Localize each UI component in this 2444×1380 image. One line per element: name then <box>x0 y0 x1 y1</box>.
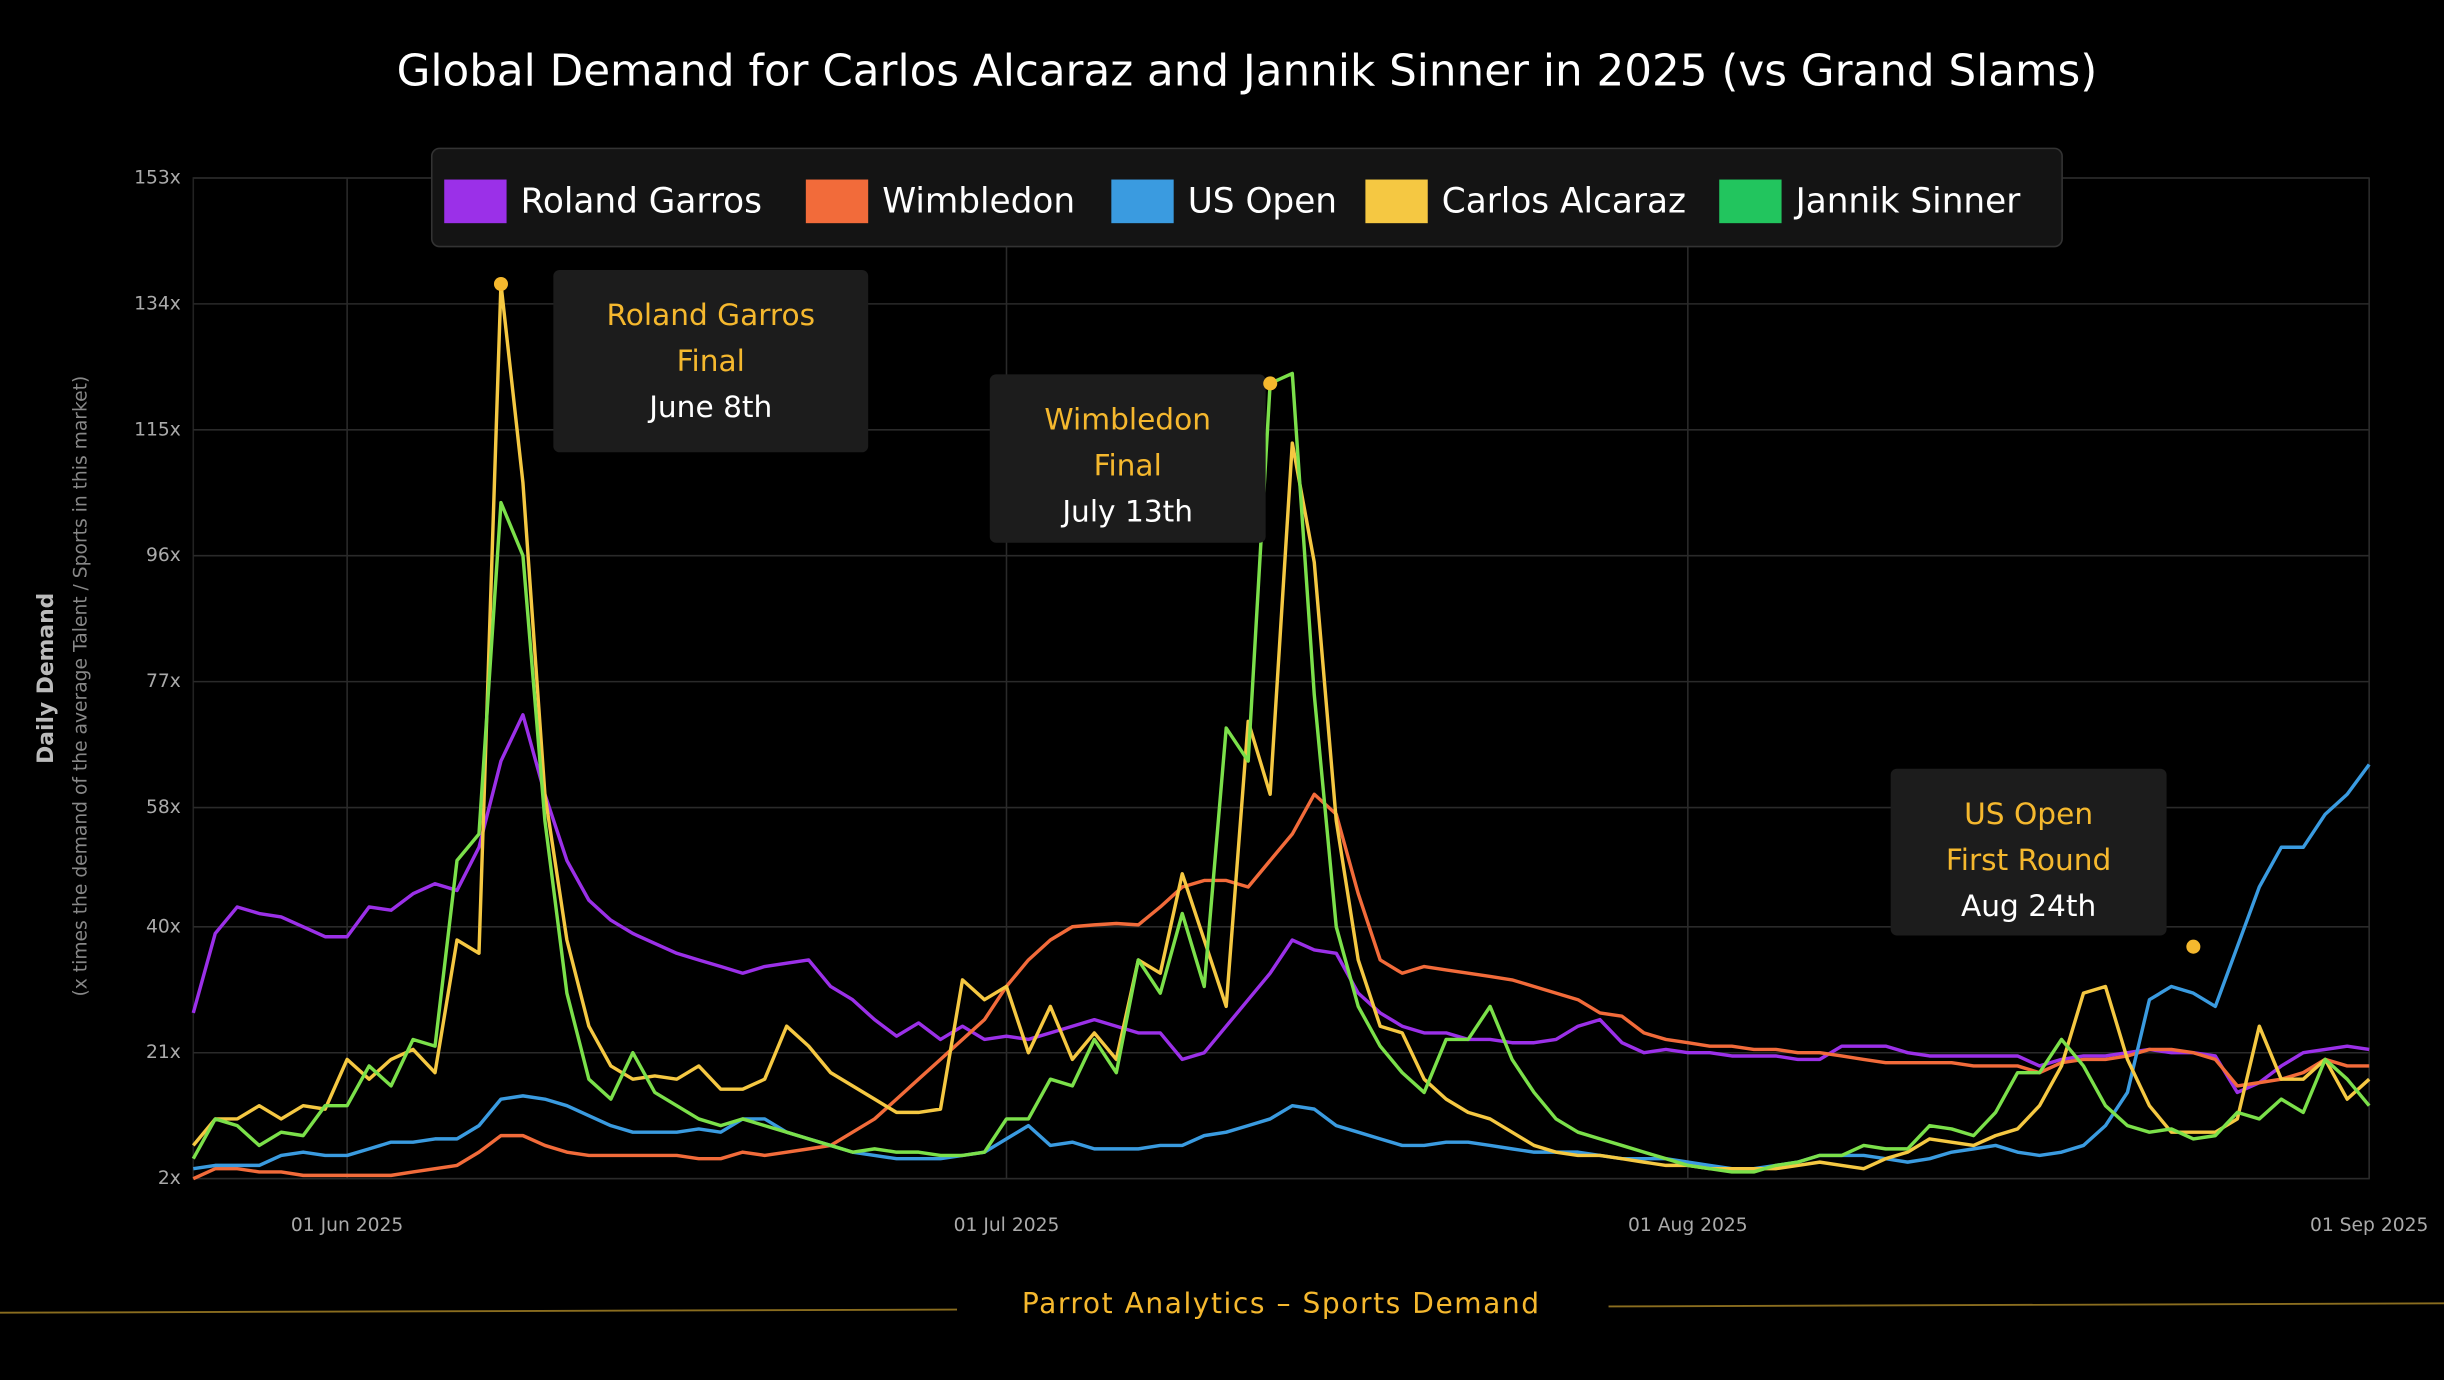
annotation-marker <box>493 276 508 292</box>
y-tick-label: 96x <box>146 545 181 566</box>
y-tick-label: 77x <box>146 671 181 692</box>
legend-label: Jannik Sinner <box>1794 181 2022 221</box>
footer-rule <box>1608 1302 2444 1308</box>
annotation-text: Roland Garros <box>606 298 815 332</box>
x-tick-label: 01 Sep 2025 <box>2310 1215 2428 1236</box>
legend-label: Roland Garros <box>521 181 762 221</box>
legend-label: Carlos Alcaraz <box>1442 181 1686 221</box>
series-line <box>192 792 2370 1181</box>
y-axis-sublabel: (x times the demand of the average Talen… <box>71 376 92 997</box>
legend-swatch <box>1719 179 1782 224</box>
annotation-text: Final <box>1094 449 1162 483</box>
annotation-text: Final <box>677 344 745 378</box>
annotation-marker <box>1263 376 1278 391</box>
y-tick-label: 40x <box>146 916 181 937</box>
annotation-text: June 8th <box>647 390 772 424</box>
y-tick-label: 134x <box>134 293 181 314</box>
series-line <box>193 763 2371 1171</box>
chart-title: Global Demand for Carlos Alcaraz and Jan… <box>397 46 2098 97</box>
legend-swatch <box>444 179 507 224</box>
annotation-text: Wimbledon <box>1044 403 1211 437</box>
legend-label: US Open <box>1188 181 1337 221</box>
annotation-box <box>553 269 869 453</box>
annotation-text: Aug 24th <box>1961 889 2096 923</box>
y-tick-label: 153x <box>134 167 181 188</box>
footer-rule <box>0 1308 958 1314</box>
series-line <box>191 713 2370 1095</box>
y-tick-label: 115x <box>134 419 181 440</box>
plot-area <box>192 177 2370 1180</box>
series-line <box>191 371 2371 1174</box>
y-axis-label: Daily Demand <box>34 593 59 764</box>
annotation-marker <box>2186 939 2201 954</box>
legend-label: Wimbledon <box>882 181 1075 221</box>
annotation-text: July 13th <box>1060 495 1193 529</box>
y-tick-label: 58x <box>146 797 181 818</box>
annotation-text: US Open <box>1964 797 2093 831</box>
x-tick-label: 01 Aug 2025 <box>1628 1215 1748 1236</box>
annotation-text: First Round <box>1946 843 2111 877</box>
annotation-box <box>1890 768 2167 936</box>
y-tick-label: 21x <box>146 1042 181 1063</box>
footer: Parrot Analytics – Sports Demand <box>1022 1287 1541 1320</box>
annotation-box <box>989 374 1266 543</box>
y-tick-label: 2x <box>158 1168 181 1189</box>
x-tick-label: 01 Jul 2025 <box>954 1215 1060 1236</box>
series-line <box>191 282 2371 1171</box>
legend-swatch <box>1365 179 1428 224</box>
x-tick-label: 01 Jun 2025 <box>291 1215 403 1236</box>
legend-swatch <box>1111 179 1174 224</box>
legend-swatch <box>805 179 869 224</box>
